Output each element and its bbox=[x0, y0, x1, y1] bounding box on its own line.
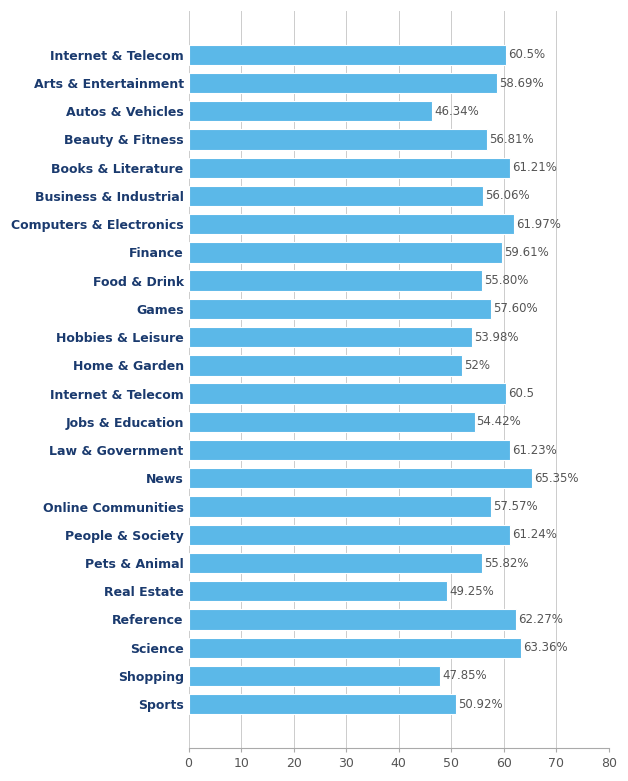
Text: 52%: 52% bbox=[464, 358, 490, 372]
Text: 62.27%: 62.27% bbox=[518, 613, 563, 626]
Text: 61.24%: 61.24% bbox=[512, 528, 557, 541]
Bar bbox=[188, 666, 440, 686]
Bar bbox=[188, 73, 497, 93]
Bar bbox=[188, 214, 514, 234]
Bar bbox=[188, 158, 510, 178]
Bar bbox=[188, 242, 502, 262]
Bar bbox=[188, 383, 506, 404]
Text: 49.25%: 49.25% bbox=[450, 585, 494, 597]
Text: 55.82%: 55.82% bbox=[484, 557, 528, 569]
Text: 57.60%: 57.60% bbox=[494, 302, 538, 316]
Bar bbox=[188, 497, 491, 517]
Bar bbox=[188, 581, 447, 601]
Bar bbox=[188, 525, 511, 545]
Bar bbox=[188, 694, 456, 715]
Text: 65.35%: 65.35% bbox=[534, 472, 578, 485]
Bar bbox=[188, 327, 472, 348]
Text: 63.36%: 63.36% bbox=[524, 641, 568, 654]
Bar bbox=[188, 130, 487, 150]
Bar bbox=[188, 355, 462, 376]
Text: 59.61%: 59.61% bbox=[504, 246, 549, 259]
Text: 61.97%: 61.97% bbox=[516, 218, 561, 230]
Text: 54.42%: 54.42% bbox=[477, 415, 521, 428]
Text: 57.57%: 57.57% bbox=[493, 500, 538, 513]
Text: 55.80%: 55.80% bbox=[484, 274, 528, 287]
Bar bbox=[188, 101, 432, 121]
Bar bbox=[188, 298, 491, 319]
Text: 50.92%: 50.92% bbox=[458, 697, 503, 711]
Text: 46.34%: 46.34% bbox=[434, 105, 479, 118]
Text: 47.85%: 47.85% bbox=[442, 669, 487, 683]
Text: 58.69%: 58.69% bbox=[499, 77, 544, 90]
Bar bbox=[188, 637, 521, 658]
Bar bbox=[188, 270, 482, 291]
Text: 60.5%: 60.5% bbox=[509, 48, 546, 61]
Bar bbox=[188, 609, 516, 629]
Bar bbox=[188, 440, 511, 460]
Text: 53.98%: 53.98% bbox=[474, 330, 519, 344]
Text: 61.21%: 61.21% bbox=[512, 161, 557, 174]
Bar bbox=[188, 412, 475, 432]
Text: 60.5: 60.5 bbox=[509, 387, 534, 400]
Bar bbox=[188, 468, 532, 488]
Bar bbox=[188, 186, 483, 206]
Text: 61.23%: 61.23% bbox=[512, 444, 557, 457]
Text: 56.81%: 56.81% bbox=[489, 133, 534, 146]
Bar bbox=[188, 45, 506, 65]
Bar bbox=[188, 553, 482, 573]
Text: 56.06%: 56.06% bbox=[485, 190, 530, 202]
